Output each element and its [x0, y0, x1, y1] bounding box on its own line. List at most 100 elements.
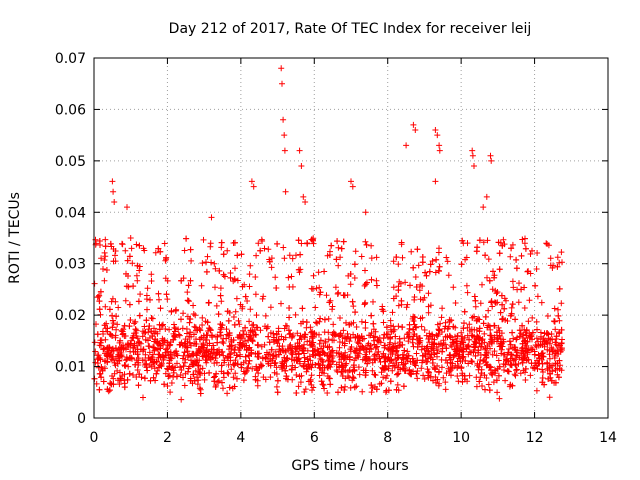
- data-point: [352, 309, 359, 316]
- data-point: [133, 241, 140, 248]
- data-point: [370, 320, 377, 327]
- data-point: [186, 339, 193, 346]
- data-point: [450, 323, 457, 330]
- data-point: [488, 367, 494, 374]
- data-point: [274, 377, 281, 384]
- data-point: [155, 340, 162, 347]
- data-point: [247, 306, 254, 313]
- data-point: [207, 326, 214, 333]
- data-point: [436, 327, 443, 334]
- data-point: [535, 338, 541, 345]
- data-point: [491, 348, 498, 355]
- data-point: [122, 362, 129, 369]
- data-point: [204, 319, 211, 326]
- data-point: [476, 237, 483, 244]
- data-point: [253, 312, 260, 319]
- data-point: [210, 346, 217, 353]
- data-point: [115, 351, 122, 358]
- data-point: [298, 240, 305, 247]
- data-point: [128, 337, 135, 344]
- data-point: [453, 338, 460, 344]
- data-point: [429, 258, 436, 264]
- data-point: [307, 378, 314, 385]
- data-point: [480, 239, 487, 246]
- data-point: [227, 350, 234, 357]
- data-point: [297, 332, 304, 339]
- data-point: [207, 350, 214, 357]
- data-point: [166, 372, 173, 379]
- data-point: [151, 358, 158, 365]
- data-point: [555, 306, 561, 313]
- data-point: [363, 355, 370, 362]
- data-point: [558, 249, 565, 256]
- data-point: [394, 381, 401, 388]
- data-point: [500, 361, 507, 367]
- data-point: [178, 277, 185, 284]
- data-point: [280, 363, 287, 369]
- data-point: [508, 362, 515, 368]
- data-point: [335, 350, 342, 357]
- data-point: [162, 257, 169, 264]
- data-point: [115, 304, 122, 311]
- data-point: [482, 313, 489, 320]
- data-point: [200, 236, 207, 243]
- data-point: [508, 245, 515, 252]
- x-tick-label: 0: [90, 430, 99, 446]
- data-point: [262, 355, 269, 362]
- data-point: [444, 258, 451, 265]
- data-point: [476, 328, 483, 335]
- data-point: [482, 252, 489, 259]
- data-point: [342, 383, 348, 390]
- data-point: [326, 375, 333, 382]
- data-point: [449, 365, 455, 372]
- plot-frame: [93, 57, 609, 419]
- data-point: [430, 377, 436, 384]
- y-axis-label: ROTI / TECUs: [7, 192, 23, 284]
- data-point: [164, 296, 171, 303]
- data-point: [230, 240, 237, 246]
- data-point: [206, 369, 213, 376]
- data-point: [367, 342, 374, 349]
- data-point: [426, 268, 433, 275]
- data-point: [336, 339, 343, 345]
- data-point: [395, 370, 402, 377]
- data-point: [337, 332, 344, 338]
- data-point: [435, 331, 442, 338]
- data-point: [368, 276, 375, 283]
- data-point: [501, 305, 508, 312]
- data-point: [393, 386, 400, 393]
- data-point: [556, 259, 563, 266]
- data-point: [288, 356, 295, 363]
- data-point: [130, 334, 137, 341]
- data-point: [555, 374, 562, 381]
- data-point: [139, 357, 146, 364]
- data-point: [384, 355, 391, 362]
- data-point: [267, 304, 274, 311]
- data-point: [188, 257, 195, 264]
- data-point: [101, 322, 108, 329]
- data-point: [369, 367, 376, 374]
- data-point: [466, 328, 473, 334]
- data-point: [543, 339, 550, 346]
- data-point: [305, 361, 312, 367]
- data-point: [218, 332, 224, 339]
- x-tick-label: 8: [383, 430, 392, 446]
- data-point: [412, 362, 419, 369]
- y-tick-label: 0.03: [55, 257, 86, 273]
- data-point: [292, 311, 299, 318]
- data-point: [240, 368, 247, 375]
- data-point: [192, 324, 199, 331]
- data-point: [440, 337, 447, 344]
- data-point: [101, 345, 108, 352]
- data-point: [274, 389, 281, 396]
- data-point: [118, 345, 125, 352]
- data-point: [149, 315, 156, 322]
- data-point: [252, 376, 259, 383]
- data-point: [234, 361, 241, 367]
- data-point: [436, 368, 443, 375]
- data-point: [181, 349, 188, 356]
- data-point: [346, 356, 353, 363]
- data-point: [508, 304, 515, 311]
- data-point: [262, 376, 269, 383]
- data-point: [532, 342, 539, 349]
